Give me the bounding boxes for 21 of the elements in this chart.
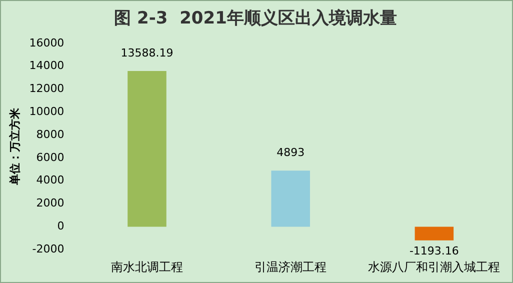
bar [271,170,310,227]
y-tick-label: 10000 [29,104,64,118]
y-tick-label: 16000 [29,36,64,50]
y-tick-label: 4000 [36,174,64,187]
y-tick-label: 14000 [29,59,64,72]
data-label: -1193.16 [409,244,459,258]
chart-title: 图 2-3 2021年顺义区出入境调水量 [114,8,397,29]
bar [414,226,454,240]
y-tick-label: 6000 [36,150,64,164]
data-label: 4893 [276,146,305,159]
x-tick-label: 水源八厂和引潮入城工程 [368,260,500,274]
y-axis-title: 单位：万立方米 [8,107,22,186]
y-tick-label: 8000 [36,128,64,141]
y-tick-label: 2000 [36,196,64,210]
y-tick-label: -2000 [32,242,64,256]
x-tick-label: 引温济潮工程 [254,260,327,274]
y-tick-label: 12000 [29,82,64,96]
data-label: 13588.19 [120,46,174,60]
y-tick-label: 0 [57,220,64,233]
x-tick-label: 南水北调工程 [110,260,183,274]
bar [128,71,166,227]
